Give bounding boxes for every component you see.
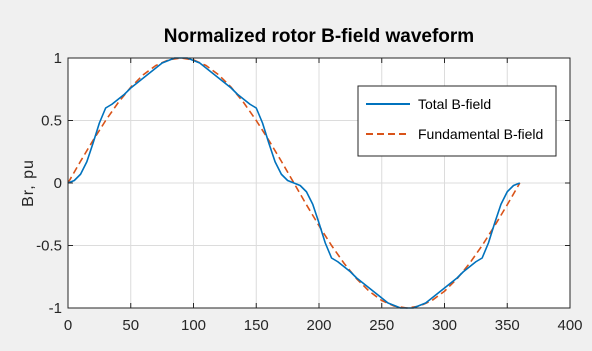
tick-labels: 0 50 100 150 200 250 300 350 400 1 0.5 0 -0.5 -1 (36, 50, 582, 334)
legend-entry-fundamental: Fundamental B-field (418, 126, 543, 142)
y-tick-label: 0 (54, 175, 62, 192)
x-tick-label: 100 (181, 317, 206, 334)
y-tick-label: -1 (49, 300, 62, 317)
x-tick-label: 50 (122, 317, 139, 334)
legend-entry-total: Total B-field (418, 96, 491, 112)
x-tick-label: 250 (369, 317, 394, 334)
x-tick-label: 400 (557, 317, 582, 334)
x-tick-label: 150 (244, 317, 269, 334)
series-line-fundamental-b-field (67, 57, 521, 309)
y-tick-label: -0.5 (36, 238, 62, 255)
y-axis-label: Br, pu (20, 159, 37, 207)
legend: Total B-field Fundamental B-field (357, 85, 557, 157)
chart-title: Normalized rotor B-field waveform (164, 26, 474, 47)
series-lines (67, 57, 521, 309)
x-tick-label: 350 (495, 317, 520, 334)
x-tick-label: 300 (432, 317, 457, 334)
x-tick-label: 0 (64, 317, 72, 334)
x-tick-label: 200 (306, 317, 331, 334)
y-tick-label: 1 (54, 50, 62, 67)
legend-box (357, 85, 557, 157)
series-line-total-b-field (67, 57, 521, 309)
axis-ticks (67, 57, 571, 309)
y-tick-label: 0.5 (41, 113, 62, 130)
